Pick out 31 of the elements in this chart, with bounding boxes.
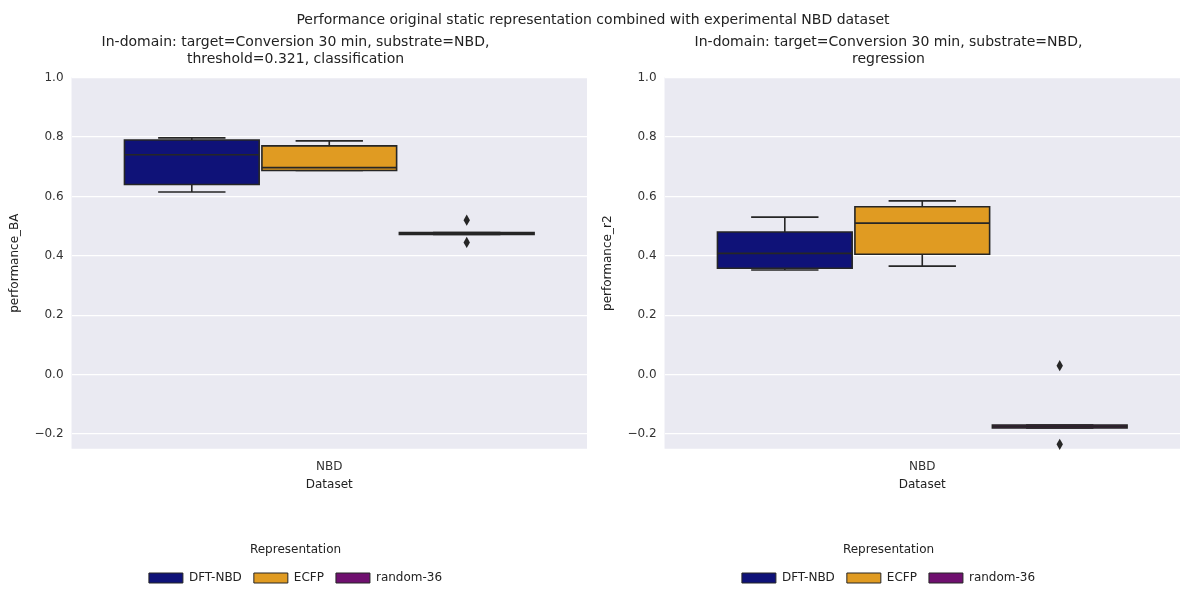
legend-label: DFT-NBD bbox=[188, 570, 242, 585]
chart-title: In-domain: target=Conversion 30 min, substrate=NBD, regression bbox=[694, 33, 1083, 66]
y-tick-label: 0.8 bbox=[44, 129, 64, 144]
chart-title: In-domain: target=Conversion 30 min, substrate=NBD, threshold=0.321, classification bbox=[101, 33, 490, 66]
legend-label: random-36 bbox=[375, 570, 443, 585]
x-axis-title: Dataset bbox=[305, 476, 354, 491]
legend-label: DFT-NBD bbox=[781, 570, 835, 585]
y-tick-label: 1.0 bbox=[637, 69, 657, 84]
legend-label: ECFP bbox=[293, 570, 324, 585]
y-tick-label: 0.4 bbox=[637, 247, 657, 262]
x-tick-label: NBD bbox=[909, 459, 936, 474]
y-tick-label: 0.2 bbox=[637, 307, 657, 322]
y-tick-label: 1.0 bbox=[44, 69, 64, 84]
y-tick-label: 0.2 bbox=[44, 307, 64, 322]
y-tick-label: 0.4 bbox=[44, 247, 64, 262]
y-tick-label: 0.6 bbox=[637, 188, 657, 203]
y-tick-label: 0.6 bbox=[44, 188, 64, 203]
legend-title: Representation bbox=[249, 541, 342, 556]
y-tick-label: −0.2 bbox=[34, 426, 64, 441]
legend-title: Representation bbox=[842, 541, 935, 556]
y-axis-title: performance_BA bbox=[7, 212, 22, 313]
text: Performance original static representation combined with experimental NBD dataset bbox=[295, 10, 891, 29]
y-axis-title: performance_r2 bbox=[600, 215, 615, 311]
y-tick-label: 0.8 bbox=[637, 129, 657, 144]
legend-label: random-36 bbox=[968, 570, 1036, 585]
y-tick-label: 0.0 bbox=[44, 366, 64, 381]
y-tick-label: −0.2 bbox=[627, 426, 657, 441]
y-tick-label: 0.0 bbox=[637, 366, 657, 381]
x-tick-label: NBD bbox=[316, 459, 343, 474]
legend-label: ECFP bbox=[886, 570, 917, 585]
x-axis-title: Dataset bbox=[898, 476, 947, 491]
